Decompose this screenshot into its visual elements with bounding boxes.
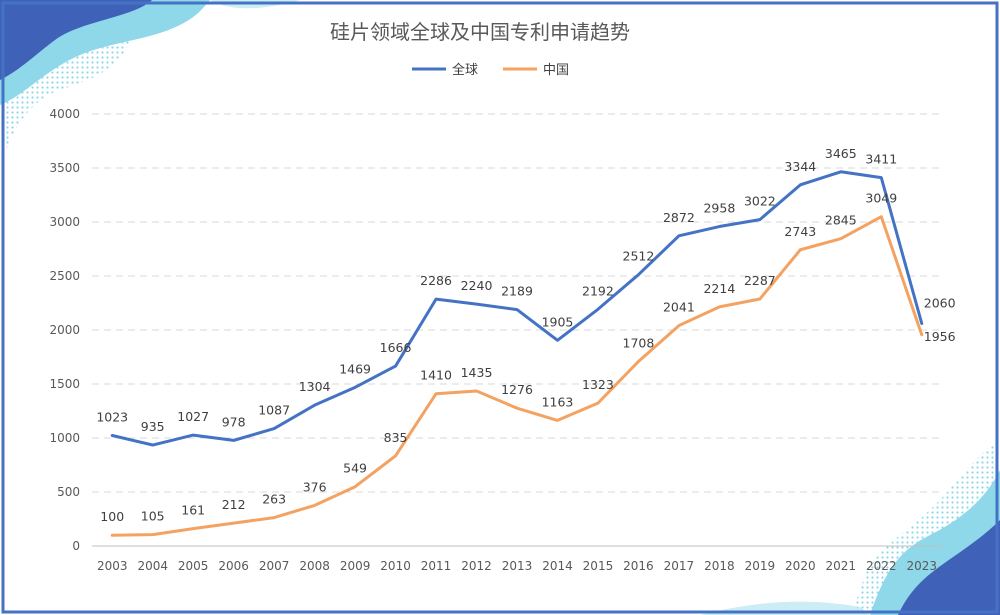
- data-label: 2240: [461, 278, 493, 293]
- data-label: 1956: [924, 329, 956, 344]
- y-tick-label: 2500: [49, 269, 80, 283]
- data-label: 376: [303, 479, 327, 494]
- data-label: 212: [222, 497, 246, 512]
- data-label: 2214: [703, 281, 735, 296]
- decoration-top-left: [0, 0, 300, 170]
- data-label: 2743: [784, 224, 816, 239]
- data-label: 935: [141, 419, 165, 434]
- x-tick-label: 2022: [866, 559, 897, 573]
- data-label: 1087: [258, 403, 290, 418]
- x-tick-label: 2010: [380, 559, 411, 573]
- legend: 全球 中国: [412, 62, 569, 78]
- data-label: 105: [141, 509, 165, 524]
- data-label: 978: [222, 414, 246, 429]
- data-label: 3049: [865, 191, 897, 206]
- data-labels: 1023 935 1027 978 1087 1304 1469 1666 2286 2240 21…: [96, 146, 955, 524]
- data-label: 1469: [339, 361, 371, 376]
- gridlines: [92, 113, 942, 493]
- data-label: 1708: [623, 336, 655, 351]
- data-label: 2041: [663, 300, 695, 315]
- data-label: 1435: [461, 365, 493, 380]
- data-label: 1905: [542, 314, 574, 329]
- data-label: 1410: [420, 368, 452, 383]
- data-label: 1323: [582, 377, 614, 392]
- x-tick-label: 2016: [623, 559, 654, 573]
- series: [110, 170, 924, 537]
- y-tick-label: 4000: [49, 107, 80, 121]
- data-label: 1666: [380, 340, 412, 355]
- chart-title: 硅片领域全球及中国专利申请趋势: [330, 20, 630, 44]
- y-tick-label: 0: [72, 539, 80, 553]
- data-label: 3411: [865, 152, 897, 167]
- data-label: 2872: [663, 210, 695, 225]
- data-label: 549: [343, 461, 367, 476]
- data-label: 2060: [924, 296, 956, 311]
- x-tick-label: 2021: [826, 559, 857, 573]
- y-tick-label: 1500: [49, 377, 80, 391]
- data-label: 835: [384, 430, 408, 445]
- data-label: 3022: [744, 194, 776, 209]
- data-label: 1304: [299, 379, 331, 394]
- x-tick-label: 2015: [583, 559, 614, 573]
- data-label: 1023: [96, 410, 128, 425]
- legend-label-global: 全球: [452, 62, 478, 78]
- data-label: 2287: [744, 273, 776, 288]
- data-label: 2189: [501, 284, 533, 299]
- series-line-china: [110, 215, 924, 537]
- x-tick-label: 2020: [785, 559, 816, 573]
- data-label: 263: [262, 492, 286, 507]
- x-tick-label: 2019: [745, 559, 776, 573]
- legend-label-china: 中国: [543, 63, 569, 78]
- x-tick-label: 2005: [178, 559, 209, 573]
- x-tick-label: 2018: [704, 559, 735, 573]
- data-label: 2286: [420, 273, 452, 288]
- data-label: 2958: [703, 201, 735, 216]
- x-tick-label: 2003: [97, 559, 128, 573]
- x-tick-label: 2017: [664, 559, 695, 573]
- data-label: 161: [181, 503, 205, 518]
- axes: 0 500 1000 1500 2000 2500 3000 3500 4000 2003 2004…: [49, 107, 942, 573]
- x-tick-label: 2012: [461, 559, 492, 573]
- x-tick-label: 2009: [340, 559, 371, 573]
- x-tick-label: 2014: [542, 559, 573, 573]
- data-label: 2845: [825, 213, 857, 228]
- data-label: 1163: [542, 394, 574, 409]
- x-tick-label: 2008: [299, 559, 330, 573]
- x-tick-label: 2023: [906, 559, 937, 573]
- data-label: 2192: [582, 283, 614, 298]
- x-tick-label: 2007: [259, 559, 290, 573]
- data-label: 3344: [784, 159, 816, 174]
- series-line-global: [110, 170, 924, 447]
- y-tick-label: 2000: [49, 323, 80, 337]
- y-tick-label: 3500: [49, 161, 80, 175]
- decoration-bottom-right: [700, 440, 1000, 615]
- x-tick-label: 2006: [218, 559, 249, 573]
- y-tick-label: 3000: [49, 215, 80, 229]
- y-tick-label: 1000: [49, 431, 80, 445]
- x-tick-label: 2013: [502, 559, 533, 573]
- x-tick-label: 2004: [137, 559, 168, 573]
- y-tick-label: 500: [57, 485, 80, 499]
- data-label: 1027: [177, 409, 209, 424]
- x-tick-label: 2011: [421, 559, 452, 573]
- data-label: 100: [100, 509, 124, 524]
- data-label: 3465: [825, 146, 857, 161]
- data-label: 2512: [623, 249, 655, 264]
- data-label: 1276: [501, 382, 533, 397]
